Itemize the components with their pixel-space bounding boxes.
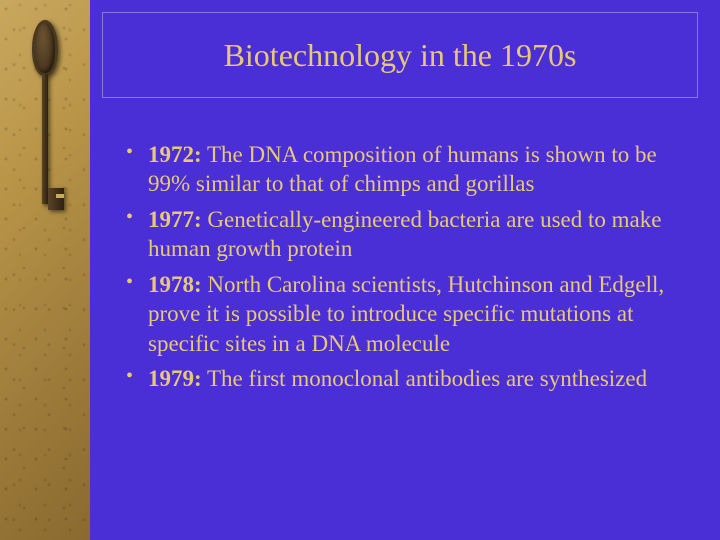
slide-title: Biotechnology in the 1970s bbox=[224, 37, 577, 74]
title-box: Biotechnology in the 1970s bbox=[102, 12, 698, 98]
slide: Biotechnology in the 1970s •1972: The DN… bbox=[0, 0, 720, 540]
bullet-item: •1979: The first monoclonal antibodies a… bbox=[126, 364, 692, 393]
bullet-marker: • bbox=[126, 364, 148, 393]
bullet-body-text: The first monoclonal antibodies are synt… bbox=[202, 366, 647, 391]
bullet-marker: • bbox=[126, 140, 148, 199]
bullet-marker: • bbox=[126, 270, 148, 358]
bullet-year: 1977: bbox=[148, 207, 202, 232]
content-area: Biotechnology in the 1970s •1972: The DN… bbox=[90, 0, 720, 540]
bullet-body-text: The DNA composition of humans is shown t… bbox=[148, 142, 657, 196]
bullet-item: •1977: Genetically-engineered bacteria a… bbox=[126, 205, 692, 264]
bullet-marker: • bbox=[126, 205, 148, 264]
bullet-text: 1978: North Carolina scientists, Hutchin… bbox=[148, 270, 692, 358]
bullet-body-text: North Carolina scientists, Hutchinson an… bbox=[148, 272, 664, 356]
bullet-list: •1972: The DNA composition of humans is … bbox=[126, 140, 692, 400]
bullet-text: 1979: The first monoclonal antibodies ar… bbox=[148, 364, 692, 393]
bullet-year: 1972: bbox=[148, 142, 202, 167]
decorative-sidebar bbox=[0, 0, 90, 540]
bullet-item: •1978: North Carolina scientists, Hutchi… bbox=[126, 270, 692, 358]
key-icon bbox=[32, 20, 58, 230]
bullet-body-text: Genetically-engineered bacteria are used… bbox=[148, 207, 661, 261]
bullet-year: 1979: bbox=[148, 366, 202, 391]
bullet-text: 1972: The DNA composition of humans is s… bbox=[148, 140, 692, 199]
bullet-item: •1972: The DNA composition of humans is … bbox=[126, 140, 692, 199]
bullet-year: 1978: bbox=[148, 272, 202, 297]
bullet-text: 1977: Genetically-engineered bacteria ar… bbox=[148, 205, 692, 264]
